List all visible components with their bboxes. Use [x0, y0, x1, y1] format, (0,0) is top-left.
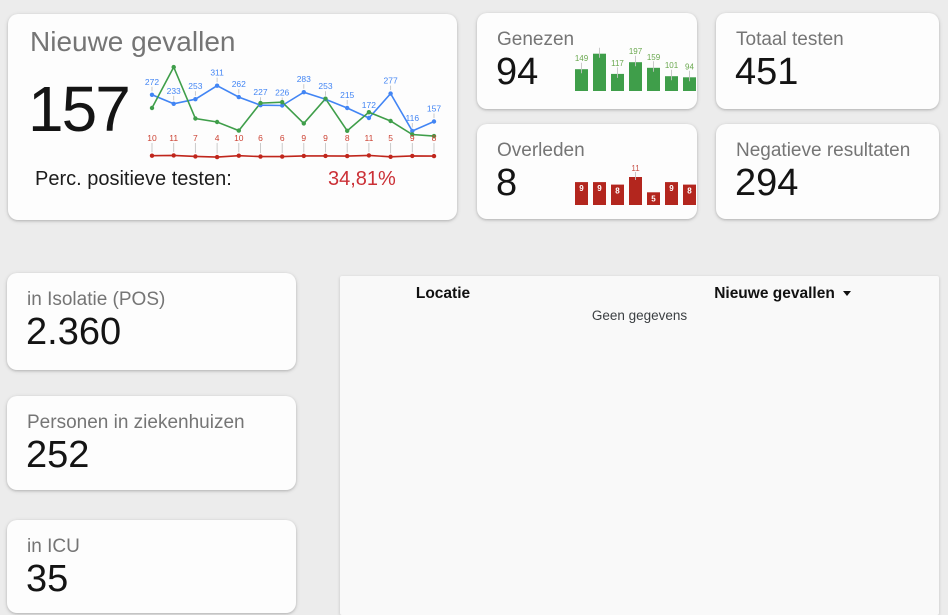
negatieve-resultaten-title: Negatieve resultaten — [736, 140, 911, 161]
svg-text:4: 4 — [215, 133, 220, 143]
svg-text:9: 9 — [669, 184, 674, 193]
svg-text:9: 9 — [410, 133, 415, 143]
svg-text:226: 226 — [275, 88, 289, 98]
overleden-title: Overleden — [497, 140, 585, 161]
svg-text:283: 283 — [297, 74, 311, 84]
svg-text:8: 8 — [615, 187, 620, 196]
genezen-title: Genezen — [497, 29, 575, 50]
card-ziekenhuizen: Personen in ziekenhuizen 252 — [7, 396, 296, 490]
sort-desc-icon — [842, 291, 851, 296]
svg-text:5: 5 — [388, 133, 393, 143]
column-header-nieuwe-gevallen[interactable]: Nieuwe gevallen — [670, 285, 895, 303]
svg-text:10: 10 — [147, 133, 157, 143]
svg-text:172: 172 — [362, 100, 376, 110]
card-totaal-testen: Totaal testen 451 — [716, 13, 939, 109]
ziekenhuizen-value: 252 — [26, 434, 90, 476]
svg-text:157: 157 — [427, 104, 441, 114]
svg-text:233: 233 — [167, 86, 181, 96]
perc-positieve-value: 34,81% — [328, 168, 396, 190]
svg-text:8: 8 — [432, 133, 437, 143]
column-header-locatie[interactable]: Locatie — [415, 285, 471, 302]
svg-text:253: 253 — [318, 81, 332, 91]
svg-text:116: 116 — [406, 113, 420, 123]
locations-table: Locatie Nieuwe gevallen Geen gegevens — [340, 276, 939, 615]
svg-text:277: 277 — [384, 76, 398, 86]
svg-text:11: 11 — [364, 133, 373, 143]
svg-text:9: 9 — [597, 184, 602, 193]
nieuwe-gevallen-title: Nieuwe gevallen — [30, 26, 236, 57]
totaal-testen-value: 451 — [735, 51, 799, 93]
svg-text:9: 9 — [301, 133, 306, 143]
svg-text:149: 149 — [575, 54, 589, 63]
in-isolatie-value: 2.360 — [26, 311, 122, 353]
card-negatieve-resultaten: Negatieve resultaten 294 — [716, 124, 939, 219]
svg-text:101: 101 — [665, 61, 679, 70]
table-empty-message: Geen gegevens — [591, 308, 688, 323]
card-genezen: Genezen 94 14925511719715910194 — [477, 13, 697, 109]
svg-text:9: 9 — [579, 184, 584, 193]
card-nieuwe-gevallen: Nieuwe gevallen 157 272 233 253 311 262 227 22… — [8, 14, 457, 220]
svg-text:272: 272 — [145, 77, 159, 87]
svg-text:311: 311 — [210, 68, 224, 78]
genezen-value: 94 — [496, 51, 539, 93]
svg-text:227: 227 — [253, 87, 267, 97]
trend-sparkline-chart: 272 233 253 311 262 227 226 283 253 215 172 277 116 1… — [139, 64, 443, 162]
card-in-isolatie: in Isolatie (POS) 2.360 — [7, 273, 296, 370]
card-overleden: Overleden 8 9 9 8 11 5 9 8 — [477, 124, 697, 219]
svg-text:11: 11 — [631, 164, 640, 173]
svg-text:11: 11 — [169, 133, 178, 143]
svg-text:6: 6 — [258, 133, 263, 143]
negatieve-resultaten-value: 294 — [735, 162, 799, 204]
svg-text:94: 94 — [685, 62, 694, 71]
svg-text:8: 8 — [687, 187, 692, 196]
svg-text:7: 7 — [193, 133, 198, 143]
svg-text:262: 262 — [232, 79, 246, 89]
column-header-label: Nieuwe gevallen — [714, 285, 835, 302]
in-isolatie-title: in Isolatie (POS) — [27, 289, 166, 310]
svg-text:10: 10 — [234, 133, 244, 143]
overleden-bar-chart: 9 9 8 11 5 9 8 — [567, 158, 697, 210]
svg-text:197: 197 — [629, 47, 643, 56]
nieuwe-gevallen-value: 157 — [28, 73, 131, 145]
svg-text:5: 5 — [651, 194, 656, 203]
overleden-value: 8 — [496, 162, 518, 204]
card-icu: in ICU 35 — [7, 520, 296, 613]
icu-title: in ICU — [27, 536, 80, 557]
svg-text:117: 117 — [611, 59, 624, 68]
svg-text:159: 159 — [647, 53, 661, 62]
perc-positieve-label: Perc. positieve testen: — [35, 168, 232, 190]
ziekenhuizen-title: Personen in ziekenhuizen — [27, 412, 245, 433]
svg-text:8: 8 — [345, 133, 350, 143]
totaal-testen-title: Totaal testen — [736, 29, 844, 50]
svg-text:6: 6 — [280, 133, 285, 143]
svg-text:253: 253 — [188, 81, 202, 91]
icu-value: 35 — [26, 558, 69, 600]
svg-text:9: 9 — [323, 133, 328, 143]
svg-text:215: 215 — [340, 90, 354, 100]
genezen-bar-chart: 14925511719715910194 — [567, 44, 697, 96]
